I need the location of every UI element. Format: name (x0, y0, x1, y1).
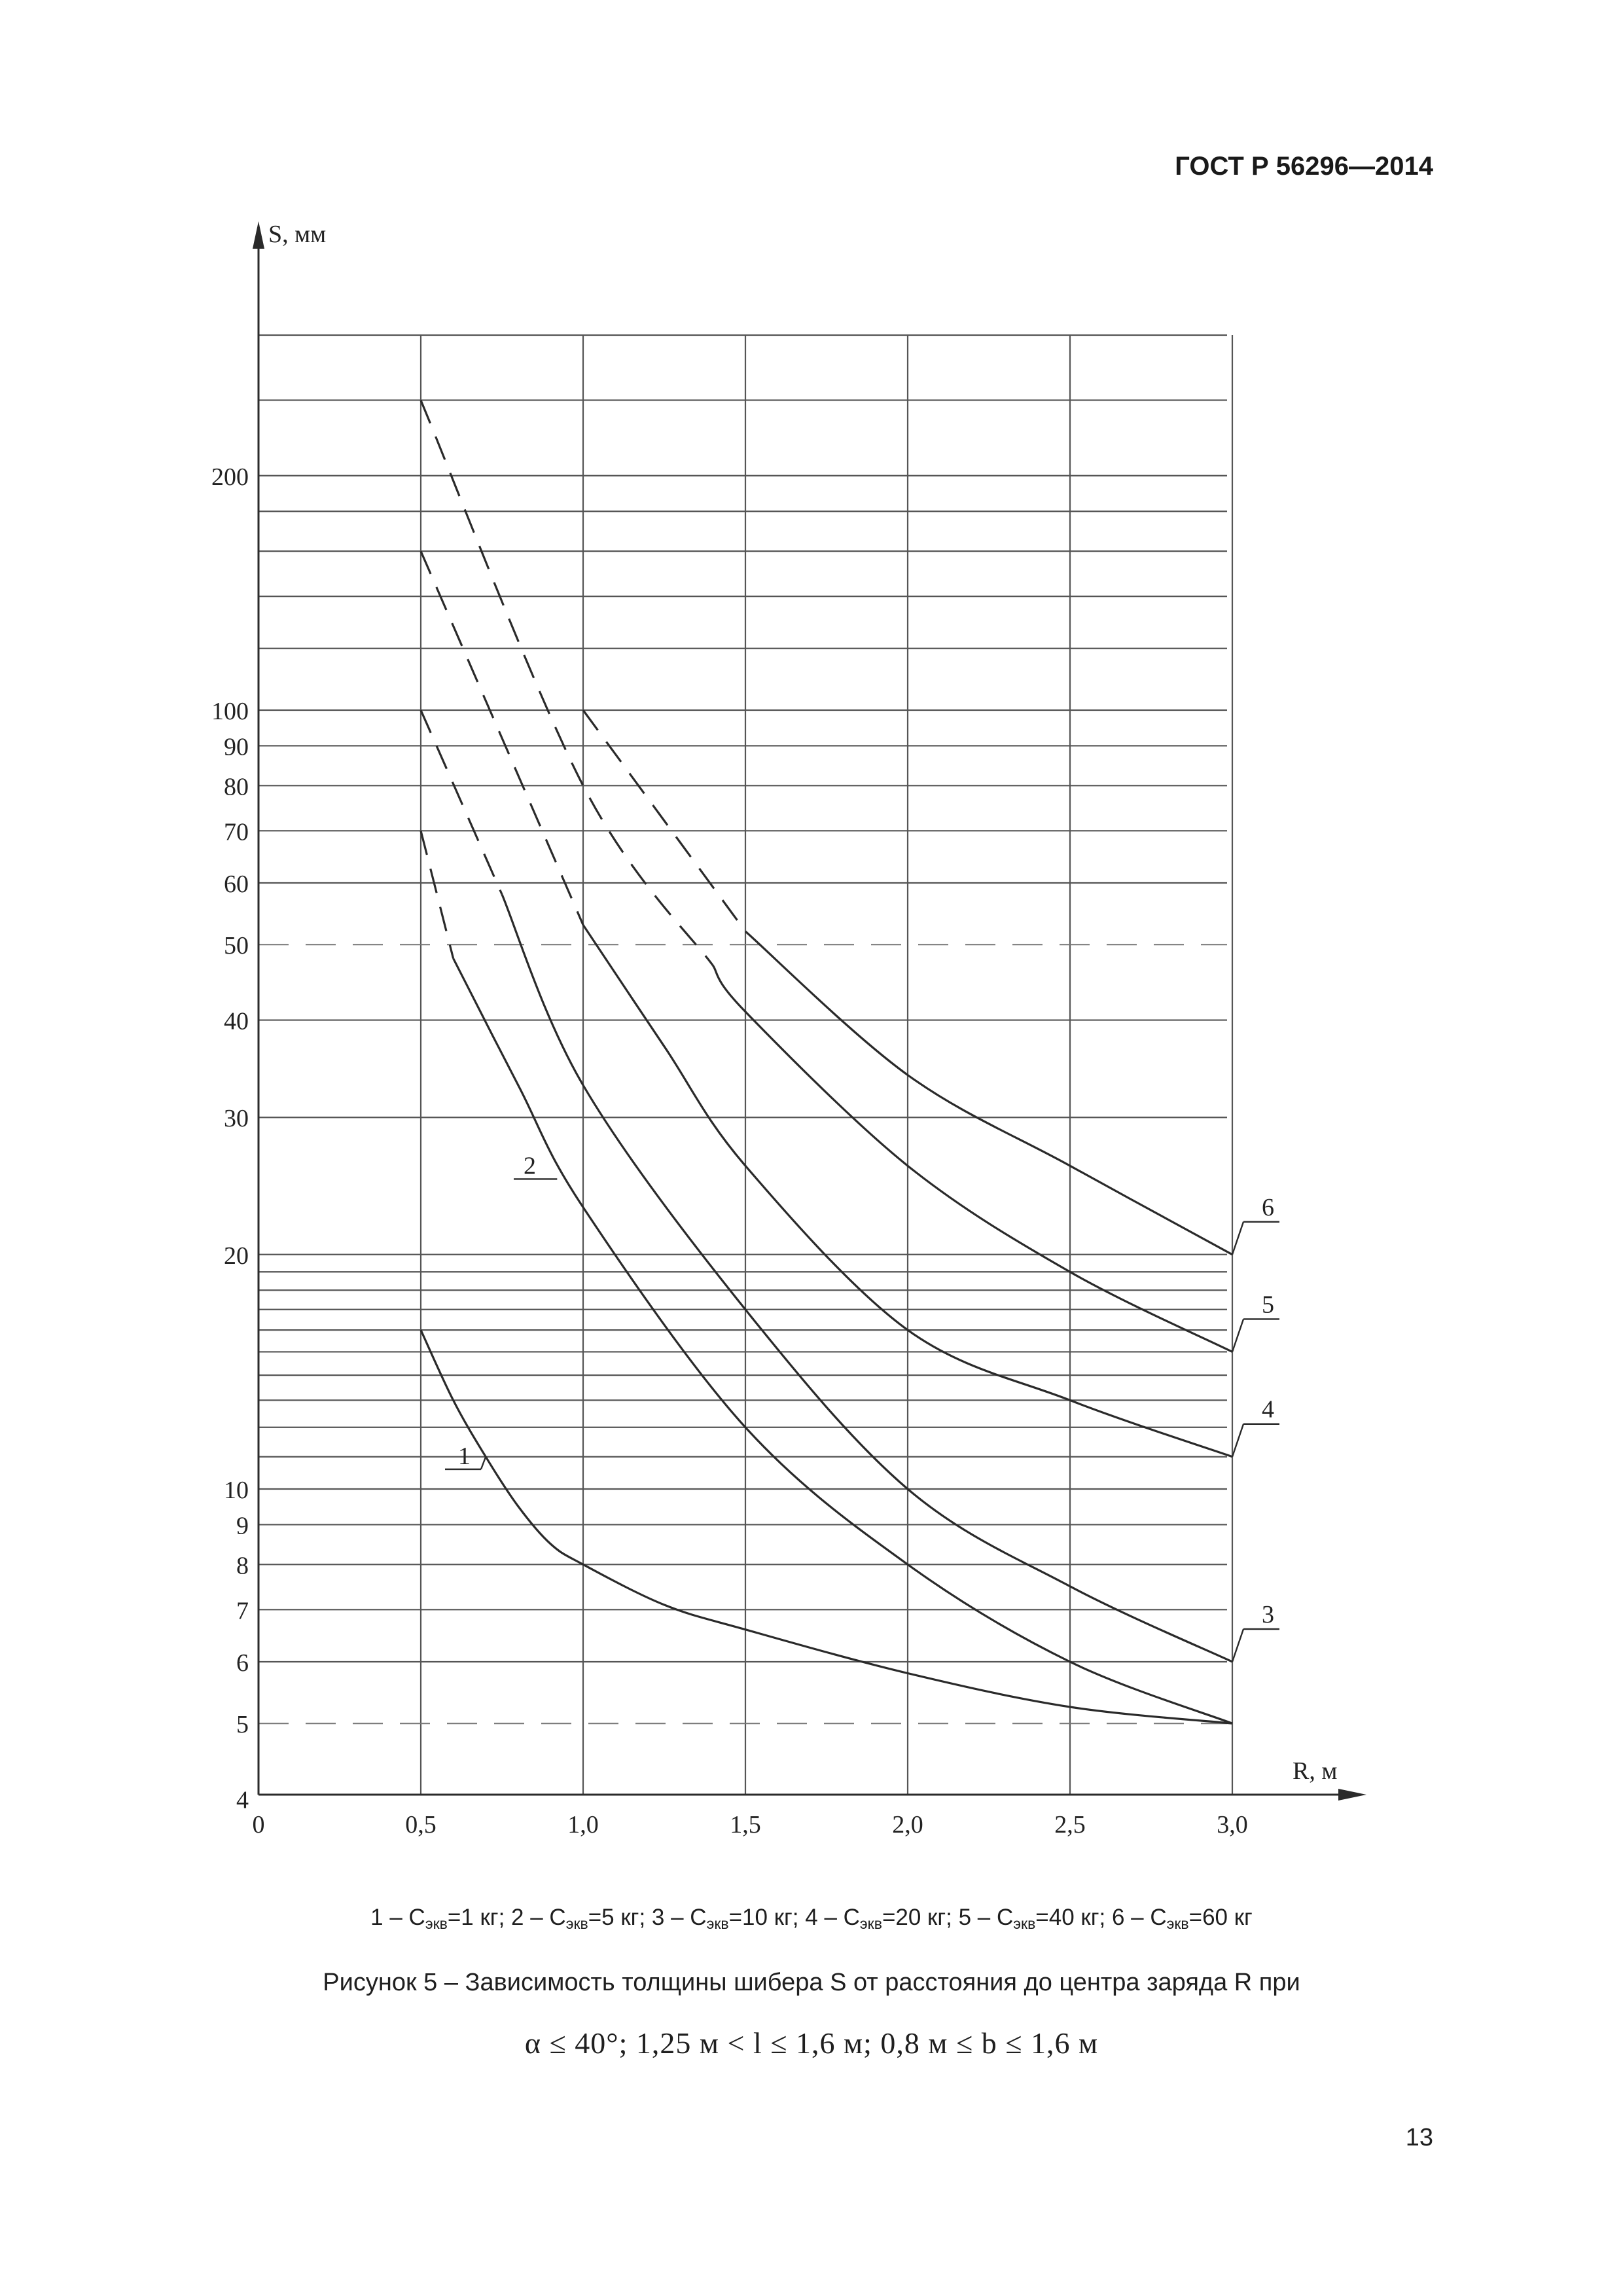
x-tick-label: 0,5 (405, 1811, 437, 1839)
legend-item-subscript: экв (1013, 1915, 1036, 1932)
legend-item-symbol: С (1150, 1905, 1167, 1930)
reference-lines (259, 944, 1227, 1725)
curve-label-3: 3 (1262, 1601, 1274, 1628)
curve-3-dashed (419, 709, 503, 895)
x-tick-label: 1,5 (730, 1811, 761, 1839)
y-tick-label: 30 (224, 1105, 249, 1132)
curve-labels: 1 2 3 4 5 6 (445, 1152, 1279, 1662)
curve-1-solid (419, 1329, 1233, 1725)
x-tick-label: 3,0 (1217, 1811, 1248, 1839)
y-tick-label: 60 (224, 870, 249, 898)
y-tick-label: 70 (224, 818, 249, 846)
legend-item-number: 3 – (651, 1905, 690, 1930)
legend-item-subscript: экв (425, 1915, 448, 1932)
y-tick-label: 10 (224, 1477, 249, 1504)
x-axis-arrow-icon (1338, 1789, 1366, 1801)
y-tick-label: 6 (236, 1649, 249, 1677)
standard-header: ГОСТ Р 56296—2014 (1175, 152, 1433, 181)
x-axis-label: R, м (1293, 1757, 1337, 1785)
figure-condition: α ≤ 40°; 1,25 м < l ≤ 1,6 м; 0,8 м ≤ b ≤… (524, 2026, 1099, 2060)
legend-item-number: 2 – (511, 1905, 550, 1930)
legend-item-5: 5 – Сэкв=40 кг (958, 1905, 1099, 1932)
x-tick-label: 2,5 (1054, 1811, 1086, 1839)
curve-label-4: 4 (1262, 1396, 1274, 1424)
chart: S, ммR, м4567891020304050607080901002000… (211, 221, 1366, 1839)
curve-label-6: 6 (1262, 1194, 1274, 1221)
legend-item-number: 6 – (1111, 1905, 1150, 1930)
curve-2-dashed (419, 830, 455, 959)
y-tick-label: 90 (224, 733, 249, 761)
legend-item-symbol: С (549, 1905, 566, 1930)
curve-label-leader (1231, 1221, 1245, 1255)
curve-label-leader (1231, 1424, 1245, 1458)
legend-item-symbol: С (996, 1905, 1014, 1930)
curve-6-dashed (582, 709, 747, 932)
legend-separator: ; (498, 1905, 512, 1930)
figure-caption: Рисунок 5 – Зависимость толщины шибера S… (323, 1969, 1300, 1996)
legend-item-1: 1 – Сэкв=1 кг (370, 1905, 499, 1932)
curve-6-solid (744, 930, 1233, 1256)
legend-item-symbol: С (408, 1905, 425, 1930)
curve-label-1: 1 (458, 1443, 471, 1470)
curve-label-2: 2 (524, 1152, 536, 1179)
curve-label-5: 5 (1262, 1291, 1274, 1318)
legend-separator: ; (946, 1905, 959, 1930)
curve-5-dashed (419, 399, 714, 967)
curve-4-solid (582, 924, 1233, 1458)
y-tick-label: 80 (224, 773, 249, 800)
legend-item-subscript: экв (1166, 1915, 1189, 1932)
legend-item-value: =10 кг (728, 1905, 793, 1930)
y-tick-label: 9 (236, 1512, 249, 1539)
y-tick-label: 5 (236, 1711, 249, 1738)
legend-separator: ; (639, 1905, 652, 1930)
legend-item-value: =20 кг (882, 1905, 946, 1930)
legend-item-number: 4 – (805, 1905, 844, 1930)
legend-item-subscript: экв (859, 1915, 882, 1932)
legend-separator: ; (1099, 1905, 1112, 1930)
curve-label-leader (1231, 1628, 1245, 1662)
y-tick-label: 50 (224, 932, 249, 960)
y-tick-label: 4 (236, 1787, 249, 1814)
y-axis-label: S, мм (268, 221, 326, 248)
curve-label-leader (1231, 1319, 1245, 1352)
x-tick-label: 0 (253, 1811, 265, 1839)
y-axis-arrow-icon (253, 221, 264, 249)
legend-item-value: =40 кг (1035, 1905, 1099, 1930)
curve-3-solid (501, 893, 1233, 1663)
curve-5-solid (712, 965, 1233, 1353)
legend-item-number: 1 – (370, 1905, 409, 1930)
legend-item-2: 2 – Сэкв=5 кг (511, 1905, 639, 1932)
legend-item-symbol: С (690, 1905, 707, 1930)
figure-legend: 1 – Сэкв=1 кг; 2 – Сэкв=5 кг; 3 – Сэкв=1… (0, 1905, 1623, 1933)
axes: S, ммR, м4567891020304050607080901002000… (211, 221, 1366, 1839)
grid (259, 334, 1234, 1795)
legend-separator: ; (792, 1905, 806, 1930)
legend-item-symbol: С (843, 1905, 860, 1930)
legend-item-value: =1 кг (447, 1905, 499, 1930)
legend-item-value: =60 кг (1188, 1905, 1253, 1930)
y-tick-label: 8 (236, 1552, 249, 1579)
y-tick-label: 20 (224, 1242, 249, 1270)
legend-item-number: 5 – (958, 1905, 997, 1930)
legend-item-subscript: экв (706, 1915, 729, 1932)
legend-item-3: 3 – Сэкв=10 кг (651, 1905, 793, 1932)
curve-2-solid (452, 958, 1233, 1725)
legend-item-value: =5 кг (588, 1905, 639, 1930)
y-tick-label: 7 (236, 1597, 249, 1624)
page-number: 13 (1405, 2124, 1433, 2151)
x-tick-label: 1,0 (567, 1811, 599, 1839)
y-tick-label: 40 (224, 1008, 249, 1035)
curve-4-dashed (419, 550, 584, 925)
y-tick-label: 200 (211, 463, 249, 491)
y-tick-label: 100 (211, 698, 249, 725)
legend-item-subscript: экв (565, 1915, 588, 1932)
x-tick-label: 2,0 (892, 1811, 923, 1839)
curve-label-leader (480, 1456, 487, 1470)
legend-item-4: 4 – Сэкв=20 кг (805, 1905, 946, 1932)
curves (419, 399, 1233, 1725)
legend-item-6: 6 – Сэкв=60 кг (1111, 1905, 1253, 1932)
